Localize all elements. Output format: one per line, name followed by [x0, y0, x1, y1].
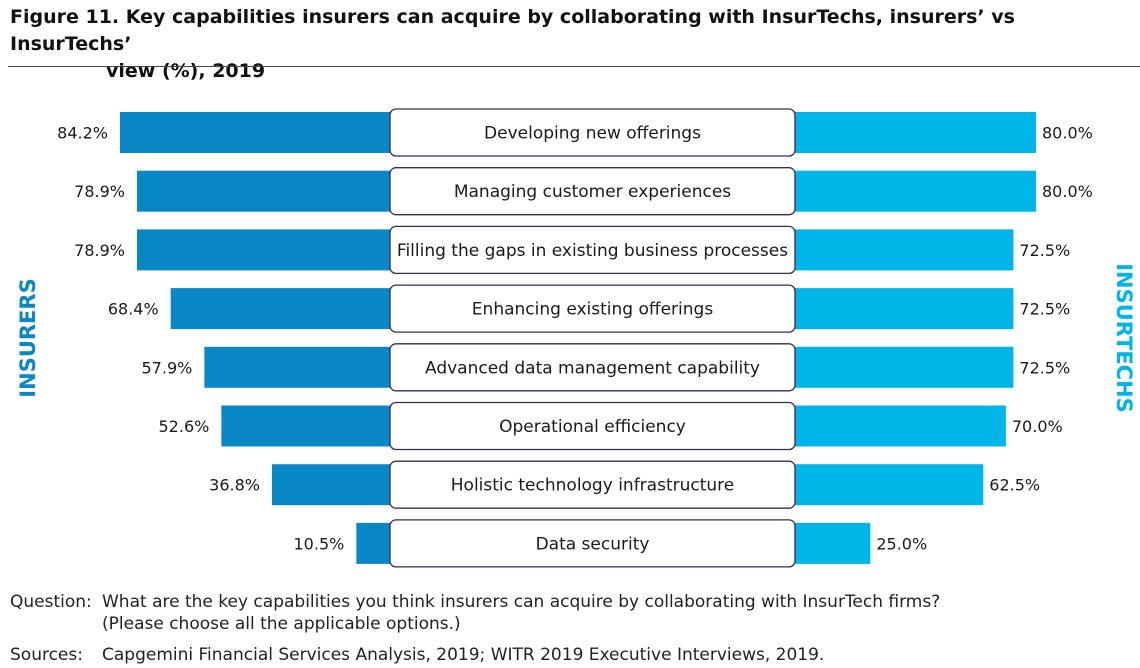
- chart-title: Figure 11. Key capabilities insurers can…: [10, 4, 1130, 85]
- insurtechs-value-label: 72.5%: [1019, 300, 1070, 319]
- insurers-bar: [204, 346, 390, 388]
- category-box: [389, 108, 796, 157]
- insurers-bar: [136, 229, 390, 271]
- insurtechs-bar: [795, 170, 1036, 212]
- insurtechs-value-label: 80.0%: [1042, 182, 1093, 201]
- question-label: Question:: [10, 592, 92, 612]
- insurtechs-value-label: 80.0%: [1042, 124, 1093, 143]
- category-label: Filling the gaps in existing business pr…: [397, 241, 788, 261]
- insurers-value-label: 84.2%: [57, 124, 108, 143]
- insurers-value-label: 78.9%: [74, 182, 125, 201]
- sources-note: Sources: Capgemini Financial Services Ana…: [10, 644, 824, 666]
- insurers-value-label: 10.5%: [294, 534, 345, 553]
- question-note: Question: What are the key capabilities y…: [10, 591, 940, 635]
- insurers-bar: [120, 112, 390, 153]
- insurtechs-value-label: 72.5%: [1019, 358, 1070, 377]
- category-label: Developing new offerings: [484, 124, 701, 144]
- insurers-bar: [221, 405, 390, 447]
- title-divider: [8, 66, 1140, 67]
- insurers-value-label: 78.9%: [74, 241, 125, 260]
- insurtechs-value-label: 72.5%: [1019, 241, 1070, 260]
- category-label: Holistic technology infrastructure: [451, 476, 734, 496]
- insurers-bar: [170, 288, 390, 330]
- insurers-side-label: INSURERS: [16, 278, 40, 397]
- insurtechs-value-label: 25.0%: [876, 534, 927, 553]
- insurtechs-value-label: 70.0%: [1012, 417, 1063, 436]
- insurers-value-label: 57.9%: [142, 358, 193, 377]
- insurers-bar: [356, 522, 390, 564]
- insurers-value-label: 52.6%: [159, 417, 210, 436]
- insurtechs-side-label: INSURTECHS: [1112, 263, 1136, 413]
- insurers-bar: [271, 464, 390, 506]
- insurtechs-bar: [795, 405, 1006, 447]
- insurtechs-bar: [795, 288, 1014, 330]
- sources-label: Sources:: [10, 645, 83, 665]
- category-box: [389, 343, 796, 392]
- question-text: What are the key capabilities you think …: [102, 592, 941, 612]
- insurtechs-bar: [795, 464, 984, 506]
- category-label: Operational efficiency: [499, 417, 686, 437]
- category-label: Advanced data management capability: [425, 358, 760, 378]
- insurers-value-label: 36.8%: [209, 476, 260, 495]
- category-label: Data security: [536, 534, 650, 554]
- question-text-line2: (Please choose all the applicable option…: [102, 614, 461, 634]
- category-box: [389, 167, 796, 216]
- category-box: [389, 519, 796, 568]
- category-box: [389, 225, 796, 275]
- category-box: [389, 401, 796, 451]
- category-box: [389, 284, 796, 333]
- insurtechs-bar: [795, 346, 1014, 388]
- insurtechs-bar: [795, 522, 871, 564]
- chart-title-line1: Figure 11. Key capabilities insurers can…: [10, 6, 1015, 55]
- category-label: Enhancing existing offerings: [472, 300, 714, 320]
- chart-title-line2: view (%), 2019: [106, 60, 266, 82]
- insurtechs-bar: [795, 112, 1036, 153]
- category-label: Managing customer experiences: [454, 182, 731, 202]
- category-box: [389, 460, 796, 509]
- sources-text: Capgemini Financial Services Analysis, 2…: [102, 645, 825, 665]
- insurers-value-label: 68.4%: [108, 300, 159, 319]
- insurtechs-bar: [795, 229, 1014, 271]
- insurtechs-value-label: 62.5%: [989, 476, 1040, 495]
- insurers-bar: [136, 170, 390, 212]
